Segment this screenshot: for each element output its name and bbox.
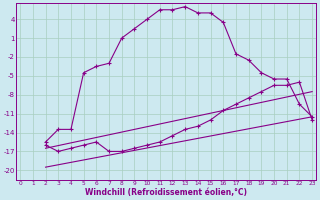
X-axis label: Windchill (Refroidissement éolien,°C): Windchill (Refroidissement éolien,°C): [85, 188, 247, 197]
